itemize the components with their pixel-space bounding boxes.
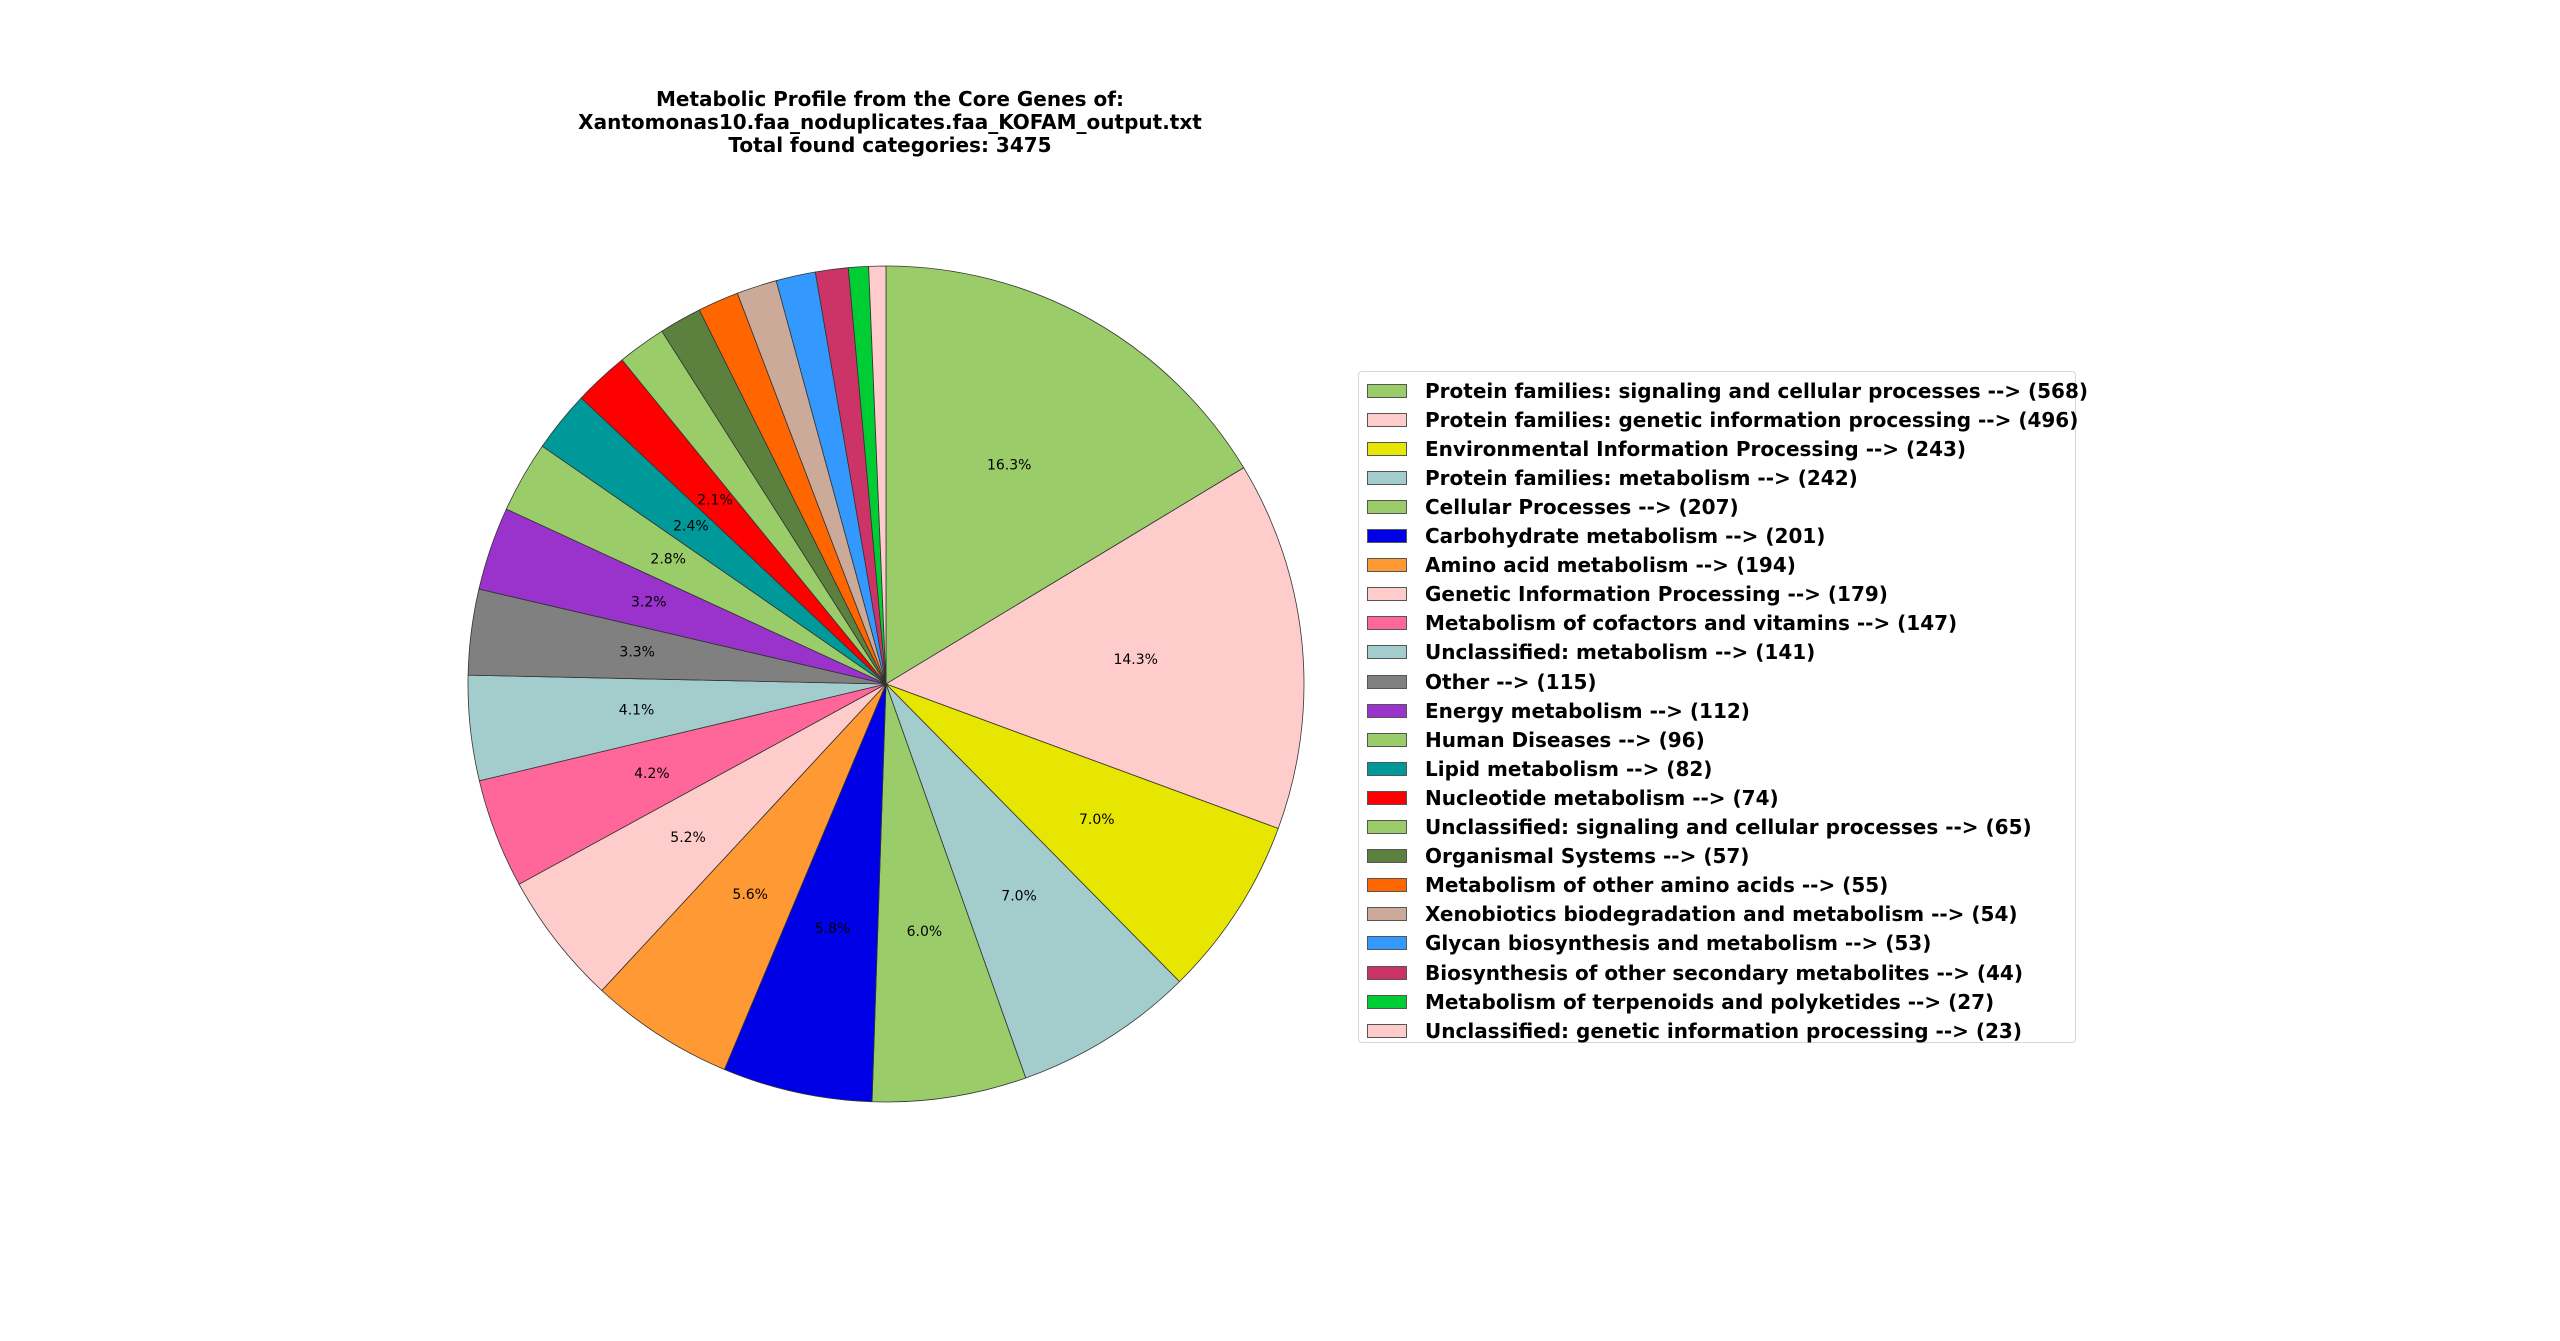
pie-slice (601, 683, 887, 1071)
slice-percent-label: 7.0% (1079, 812, 1115, 828)
pie-slice (885, 265, 1245, 685)
legend-label: Carbohydrate metabolism --> (201) (1425, 524, 1826, 548)
legend-label: Cellular Processes --> (207) (1425, 494, 1739, 519)
legend-swatch (1367, 674, 1407, 689)
slice-percent-label: 14.3% (1113, 652, 1157, 668)
legend-swatch (1367, 994, 1407, 1009)
legend-label: Metabolism of other amino acids --> (55) (1425, 873, 1889, 898)
legend-item: Metabolism of terpenoids and polyketides… (1359, 987, 1994, 1016)
slice-percent-label: 6.0% (907, 924, 943, 940)
pie-slice (885, 683, 1279, 983)
legend-item: Other --> (115) (1359, 667, 1597, 696)
slice-percent-label: 5.2% (670, 830, 706, 846)
legend-swatch (1367, 470, 1407, 485)
legend-label: Genetic Information Processing --> (179) (1425, 582, 1888, 607)
legend-swatch (1367, 587, 1407, 602)
slice-percent-label: 3.3% (619, 645, 655, 661)
slice-percent-label: 2.8% (650, 552, 686, 568)
legend-item: Protein families: signaling and cellular… (1359, 376, 2088, 405)
legend-swatch (1367, 529, 1407, 543)
legend-item: Metabolism of cofactors and vitamins -->… (1359, 609, 1957, 638)
pie-slice (868, 265, 887, 685)
legend-item: Carbohydrate metabolism --> (201) (1359, 522, 1825, 551)
legend-item: Protein families: metabolism --> (242) (1359, 463, 1858, 492)
slice-percent-label: 5.8% (815, 921, 851, 937)
legend-swatch (1367, 412, 1407, 427)
legend-label: Human Diseases --> (96) (1425, 727, 1705, 752)
legend-label: Unclassified: metabolism --> (141) (1425, 640, 1816, 665)
slice-percent-label: 3.2% (631, 595, 667, 611)
legend-swatch (1367, 645, 1407, 660)
legend-item: Xenobiotics biodegradation and metabolis… (1359, 900, 2018, 929)
legend-item: Cellular Processes --> (207) (1359, 492, 1739, 521)
legend-swatch (1367, 499, 1407, 514)
pie-slice (885, 683, 1181, 1079)
legend-label: Biosynthesis of other secondary metaboli… (1425, 960, 2023, 985)
title-line-3: Total found categories: 3475 (728, 133, 1052, 157)
legend-swatch (1367, 965, 1407, 980)
legend-label: Glycan biosynthesis and metabolism --> (… (1425, 931, 1932, 956)
slice-percent-label: 2.1% (697, 493, 733, 509)
title-line-1: Metabolic Profile from the Core Genes of… (656, 87, 1124, 111)
legend-label: Organismal Systems --> (57) (1425, 844, 1750, 869)
legend-swatch (1367, 441, 1407, 456)
legend-item: Human Diseases --> (96) (1359, 725, 1705, 754)
legend-item: Metabolism of other amino acids --> (55) (1359, 871, 1888, 900)
legend: Protein families: signaling and cellular… (1358, 371, 2088, 1045)
legend-item: Unclassified: signaling and cellular pro… (1359, 813, 2032, 842)
legend-label: Metabolism of terpenoids and polyketides… (1425, 989, 1995, 1014)
pie-slice (871, 683, 1027, 1103)
slice-percent-label: 5.6% (732, 887, 768, 903)
pie-slice (723, 683, 887, 1103)
legend-label: Protein families: genetic information pr… (1425, 407, 2079, 432)
legend-label: Protein families: signaling and cellular… (1425, 378, 2089, 403)
legend-item: Nucleotide metabolism --> (74) (1359, 783, 1779, 812)
legend-swatch (1367, 558, 1407, 573)
legend-item: Environmental Information Processing -->… (1359, 434, 1966, 463)
slice-percent-label: 4.2% (634, 766, 670, 782)
slice-percent-label: 7.0% (1001, 889, 1037, 905)
legend-label: Amino acid metabolism --> (194) (1425, 553, 1796, 578)
slice-percent-label: 16.3% (987, 458, 1031, 474)
legend-swatch (1367, 616, 1407, 631)
legend-label: Environmental Information Processing -->… (1425, 436, 1967, 461)
legend-item: Unclassified: genetic information proces… (1359, 1016, 2022, 1045)
legend-item: Energy metabolism --> (112) (1359, 696, 1750, 725)
legend-swatch (1367, 790, 1407, 805)
legend-item: Biosynthesis of other secondary metaboli… (1359, 958, 2023, 987)
legend-item: Organismal Systems --> (57) (1359, 842, 1749, 871)
chart-title: Metabolic Profile from the Core Genes of… (340, 88, 1440, 157)
pie-slice (885, 467, 1305, 830)
legend-item: Genetic Information Processing --> (179) (1359, 580, 1888, 609)
legend-item: Unclassified: metabolism --> (141) (1359, 638, 1815, 667)
legend-label: Unclassified: signaling and cellular pro… (1425, 815, 2032, 839)
legend-item: Glycan biosynthesis and metabolism --> (… (1359, 929, 1931, 958)
legend-swatch (1367, 936, 1407, 951)
legend-swatch (1367, 732, 1407, 747)
legend-label: Protein families: metabolism --> (242) (1425, 465, 1858, 490)
legend-item: Lipid metabolism --> (82) (1359, 754, 1712, 783)
legend-swatch (1367, 761, 1407, 776)
legend-swatch (1367, 907, 1407, 922)
legend-label: Other --> (115) (1425, 669, 1597, 694)
legend-swatch (1367, 849, 1407, 864)
legend-label: Unclassified: genetic information proces… (1425, 1018, 2022, 1043)
slice-percent-label: 4.1% (619, 703, 655, 719)
legend-label: Nucleotide metabolism --> (74) (1425, 785, 1779, 810)
title-line-2: Xantomonas10.faa_noduplicates.faa_KOFAM_… (578, 110, 1202, 134)
legend-swatch (1367, 820, 1407, 834)
legend-label: Lipid metabolism --> (82) (1425, 756, 1713, 781)
legend-label: Energy metabolism --> (112) (1425, 698, 1750, 723)
legend-item: Amino acid metabolism --> (194) (1359, 551, 1796, 580)
slice-percent-label: 2.4% (673, 518, 709, 534)
legend-swatch (1367, 1023, 1407, 1038)
legend-swatch (1367, 383, 1407, 398)
legend-label: Metabolism of cofactors and vitamins -->… (1425, 611, 1958, 636)
legend-swatch (1367, 703, 1407, 718)
legend-swatch (1367, 878, 1407, 893)
legend-label: Xenobiotics biodegradation and metabolis… (1425, 902, 2018, 927)
legend-item: Protein families: genetic information pr… (1359, 405, 2078, 434)
